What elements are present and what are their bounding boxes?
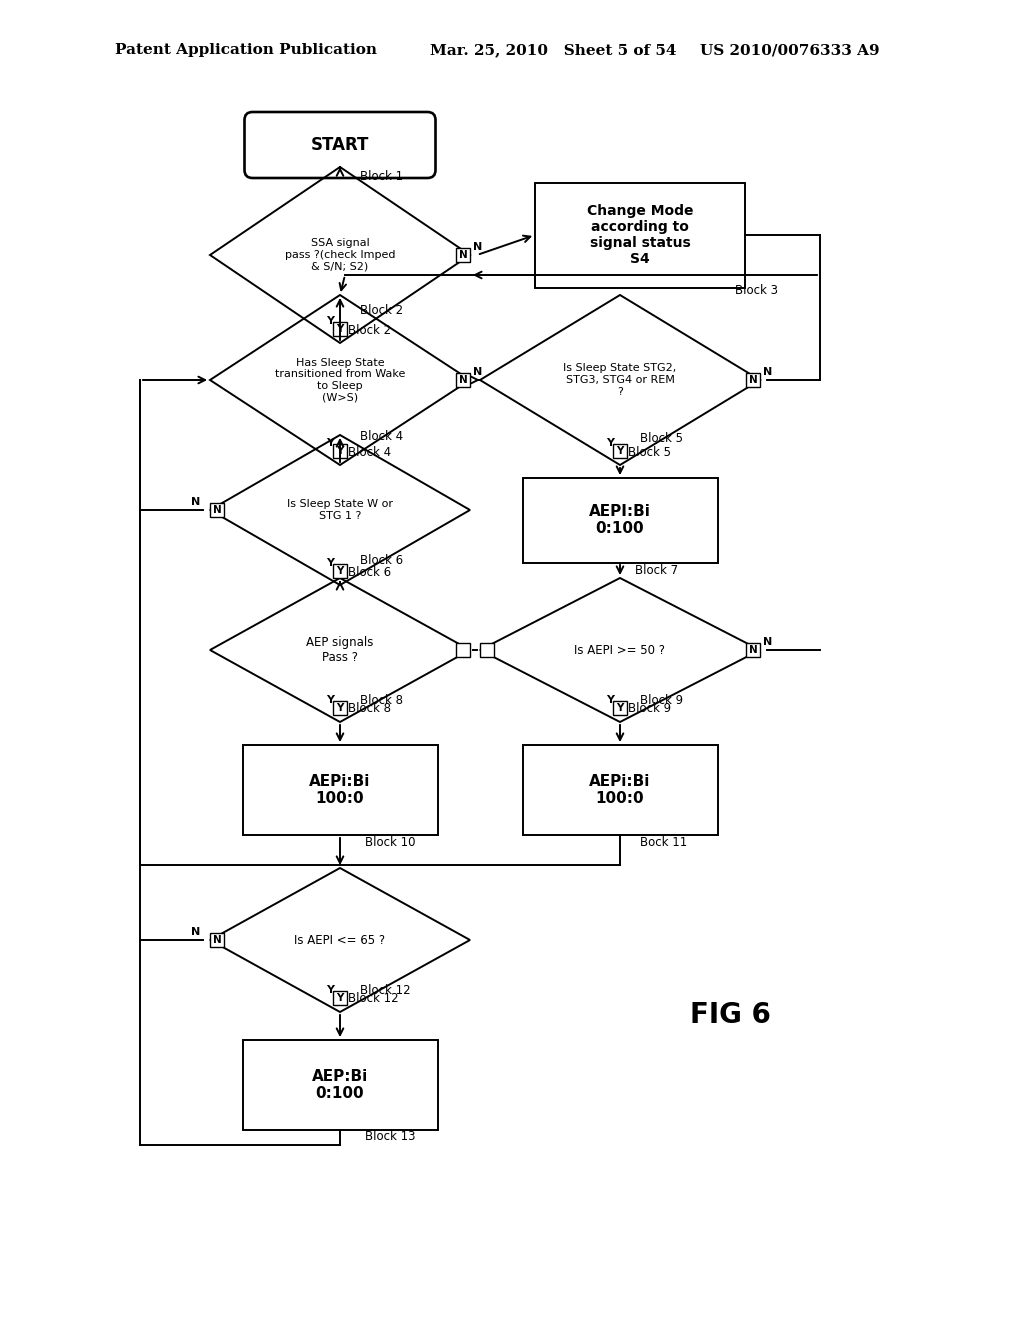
- Text: N: N: [763, 367, 772, 378]
- Text: Is AEPI >= 50 ?: Is AEPI >= 50 ?: [574, 644, 666, 656]
- Text: Block 5: Block 5: [628, 446, 671, 458]
- Bar: [522, 744, 718, 836]
- Text: N: N: [763, 638, 772, 647]
- Bar: [456, 643, 470, 657]
- Bar: [333, 701, 347, 715]
- Bar: [746, 643, 760, 657]
- Text: N: N: [749, 645, 758, 655]
- Text: Block 2: Block 2: [348, 323, 391, 337]
- Text: N: N: [749, 375, 758, 385]
- Text: Y: Y: [326, 696, 334, 705]
- Text: Block 7: Block 7: [635, 564, 678, 577]
- Text: Block 4: Block 4: [360, 430, 403, 444]
- Text: N: N: [213, 506, 221, 515]
- Text: Y: Y: [616, 704, 624, 713]
- Text: AEPI:Bi
0:100: AEPI:Bi 0:100: [589, 504, 651, 536]
- Text: N: N: [190, 927, 200, 937]
- Bar: [480, 643, 494, 657]
- Bar: [613, 444, 627, 458]
- Text: Block 6: Block 6: [348, 565, 391, 578]
- Bar: [333, 991, 347, 1005]
- Text: Is Sleep State STG2,
STG3, STG4 or REM
?: Is Sleep State STG2, STG3, STG4 or REM ?: [563, 363, 677, 396]
- Text: Block 8: Block 8: [360, 693, 403, 706]
- Text: Block 3: Block 3: [735, 284, 778, 297]
- Text: Bock 11: Bock 11: [640, 836, 687, 849]
- Text: Y: Y: [336, 566, 344, 576]
- Text: Block 13: Block 13: [365, 1130, 416, 1143]
- Text: N: N: [190, 498, 200, 507]
- Text: Block 2: Block 2: [360, 304, 403, 317]
- Text: Change Mode
according to
signal status
S4: Change Mode according to signal status S…: [587, 203, 693, 267]
- Text: Block 5: Block 5: [640, 432, 683, 445]
- Text: N: N: [473, 367, 482, 378]
- Bar: [333, 322, 347, 337]
- Text: Has Sleep State
transitioned from Wake
to Sleep
(W>S): Has Sleep State transitioned from Wake t…: [274, 358, 406, 403]
- Bar: [535, 182, 745, 288]
- Text: N: N: [473, 242, 482, 252]
- Text: START: START: [311, 136, 370, 154]
- Text: Block 8: Block 8: [348, 702, 391, 715]
- Text: Block 9: Block 9: [640, 693, 683, 706]
- Bar: [243, 1040, 437, 1130]
- Bar: [243, 744, 437, 836]
- Text: Y: Y: [336, 323, 344, 334]
- Text: N: N: [459, 375, 467, 385]
- Text: Block 12: Block 12: [348, 993, 398, 1006]
- Bar: [456, 374, 470, 387]
- Bar: [333, 564, 347, 578]
- Text: US 2010/0076333 A9: US 2010/0076333 A9: [700, 44, 880, 57]
- Text: Y: Y: [326, 315, 334, 326]
- Text: Block 6: Block 6: [360, 553, 403, 566]
- Text: Block 4: Block 4: [348, 446, 391, 458]
- Text: AEPi:Bi
100:0: AEPi:Bi 100:0: [590, 774, 650, 807]
- Text: AEP:Bi
0:100: AEP:Bi 0:100: [312, 1069, 368, 1101]
- Text: Y: Y: [336, 446, 344, 455]
- Text: FIG 6: FIG 6: [690, 1001, 771, 1030]
- Text: AEP signals
Pass ?: AEP signals Pass ?: [306, 636, 374, 664]
- Text: Y: Y: [606, 696, 614, 705]
- Bar: [210, 503, 224, 517]
- Text: Mar. 25, 2010   Sheet 5 of 54: Mar. 25, 2010 Sheet 5 of 54: [430, 44, 677, 57]
- Bar: [613, 701, 627, 715]
- Text: Y: Y: [336, 704, 344, 713]
- Text: N: N: [213, 935, 221, 945]
- Text: Block 9: Block 9: [628, 702, 671, 715]
- Text: Y: Y: [606, 438, 614, 447]
- Bar: [333, 444, 347, 458]
- Text: Y: Y: [326, 558, 334, 568]
- Text: Patent Application Publication: Patent Application Publication: [115, 44, 377, 57]
- Bar: [746, 374, 760, 387]
- Text: Block 1: Block 1: [360, 170, 403, 183]
- Text: Y: Y: [616, 446, 624, 455]
- Bar: [522, 478, 718, 562]
- Text: Block 12: Block 12: [360, 983, 411, 997]
- Text: Y: Y: [336, 993, 344, 1003]
- Text: Y: Y: [326, 985, 334, 995]
- Text: Block 10: Block 10: [365, 836, 416, 849]
- Text: N: N: [459, 249, 467, 260]
- Bar: [210, 933, 224, 946]
- Text: Is AEPI <= 65 ?: Is AEPI <= 65 ?: [295, 933, 386, 946]
- Text: Y: Y: [326, 438, 334, 447]
- Text: Is Sleep State W or
STG 1 ?: Is Sleep State W or STG 1 ?: [287, 499, 393, 521]
- Bar: [456, 248, 470, 261]
- Text: AEPi:Bi
100:0: AEPi:Bi 100:0: [309, 774, 371, 807]
- Text: SSA signal
pass ?(check Imped
& S/N; S2): SSA signal pass ?(check Imped & S/N; S2): [285, 239, 395, 272]
